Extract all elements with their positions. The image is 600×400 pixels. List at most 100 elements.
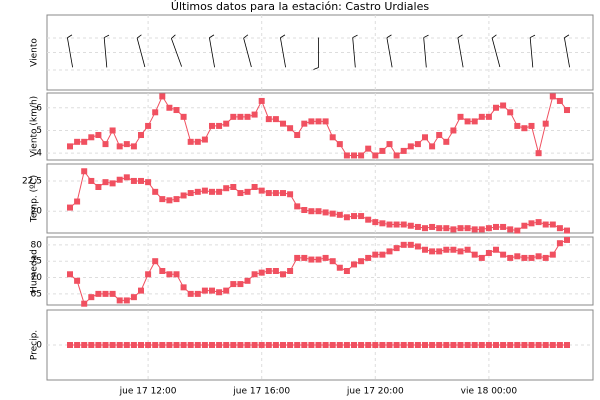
data-point	[485, 225, 492, 232]
data-point	[542, 254, 549, 261]
data-point	[493, 246, 499, 253]
data-point	[485, 342, 492, 348]
data-point	[400, 221, 407, 228]
data-point	[272, 342, 279, 348]
data-point	[81, 138, 88, 145]
panel-frame	[46, 236, 594, 306]
data-point	[457, 248, 464, 255]
wind-barb	[103, 34, 110, 68]
data-point	[521, 342, 528, 348]
data-point	[549, 93, 556, 100]
data-point	[194, 290, 201, 297]
data-point	[464, 342, 471, 348]
data-point	[393, 152, 400, 159]
data-point	[109, 290, 116, 297]
data-point	[308, 118, 315, 125]
data-point	[471, 251, 478, 258]
data-point	[109, 342, 116, 348]
data-point	[485, 250, 492, 257]
data-point	[450, 342, 457, 348]
data-point	[343, 342, 350, 348]
data-point	[301, 254, 308, 261]
data-point	[450, 246, 457, 253]
data-point	[180, 284, 187, 291]
data-point	[258, 269, 265, 276]
data-point	[358, 342, 365, 348]
data-point	[272, 190, 279, 197]
data-point	[173, 342, 180, 348]
data-point	[187, 342, 194, 348]
data-point	[81, 168, 88, 175]
data-point	[556, 97, 563, 104]
data-point	[493, 104, 499, 111]
data-point	[173, 271, 180, 278]
data-point	[209, 122, 215, 129]
data-point	[336, 264, 343, 271]
data-point	[443, 342, 450, 348]
data-point	[528, 122, 535, 129]
data-point	[386, 221, 393, 228]
data-point	[393, 221, 400, 228]
data-point	[478, 113, 485, 120]
data-point	[95, 290, 102, 297]
data-point	[329, 342, 336, 348]
y-axis-label: Precip.	[30, 330, 40, 360]
data-point	[372, 152, 379, 159]
data-point	[201, 187, 208, 194]
data-point	[130, 342, 137, 348]
data-point	[564, 342, 570, 348]
data-point	[514, 122, 521, 129]
data-point	[315, 118, 322, 125]
data-point	[145, 271, 152, 278]
x-tick-label: vie 18 00:00	[461, 387, 518, 397]
data-point	[549, 342, 556, 348]
data-point	[308, 208, 315, 215]
wind-barb	[491, 34, 501, 68]
data-point	[457, 342, 464, 348]
data-point	[230, 184, 237, 190]
data-point	[485, 113, 492, 120]
data-point	[329, 134, 336, 141]
data-point	[535, 342, 542, 348]
data-point	[138, 132, 144, 139]
data-point	[223, 120, 230, 127]
data-point	[265, 342, 272, 348]
data-point	[258, 187, 265, 194]
data-point	[145, 342, 152, 348]
data-point	[102, 179, 109, 186]
data-point	[145, 122, 152, 129]
data-point	[123, 174, 130, 181]
data-point	[272, 268, 279, 274]
y-axis-label: Humedad	[30, 249, 40, 293]
data-point	[379, 342, 386, 348]
data-point	[521, 222, 528, 229]
data-point	[500, 342, 507, 348]
data-point	[407, 222, 414, 229]
data-point	[315, 256, 322, 263]
data-point	[301, 342, 308, 348]
data-point	[500, 251, 507, 258]
data-point	[294, 132, 301, 139]
data-point	[564, 227, 570, 234]
data-point	[145, 179, 152, 186]
data-point	[507, 109, 514, 116]
y-tick-label: 70	[31, 273, 43, 283]
data-point	[152, 342, 159, 348]
data-point	[67, 143, 73, 150]
data-point	[393, 342, 400, 348]
data-point	[457, 113, 464, 120]
data-point	[109, 180, 116, 187]
data-point	[265, 268, 272, 274]
data-point	[556, 240, 563, 247]
data-point	[123, 342, 130, 348]
data-point	[351, 213, 357, 220]
data-point	[237, 281, 244, 288]
data-point	[308, 342, 315, 348]
data-point	[414, 243, 421, 250]
data-point	[294, 203, 301, 210]
data-point	[528, 220, 535, 227]
data-point	[365, 254, 372, 261]
data-point	[507, 226, 514, 233]
data-point	[287, 191, 294, 198]
data-point	[386, 141, 393, 148]
